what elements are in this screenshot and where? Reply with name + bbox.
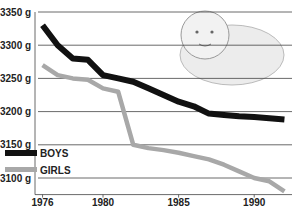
y-tick-label: 3200 g (0, 106, 31, 117)
chart: 3100 g 3150 g 3200 g 3250 g 3300 g 3350 g 1976… (0, 0, 300, 208)
legend-swatch (5, 167, 37, 172)
x-axis-line (35, 194, 292, 195)
baby-eye (210, 30, 213, 33)
legend-label: GIRLS (40, 165, 71, 176)
legend-swatch (5, 150, 37, 156)
baby-eye (195, 30, 198, 33)
grid-line (38, 111, 292, 112)
x-tick-label: 1976 (31, 197, 54, 208)
y-tick-label: 3250 g (0, 73, 31, 84)
x-tick-label: 1980 (92, 197, 115, 208)
plot-area (43, 25, 285, 191)
series-line (43, 25, 285, 119)
y-tick-label: 3300 g (0, 40, 31, 51)
grid-line (38, 45, 292, 46)
series-line (43, 65, 285, 191)
y-tick-label: 3100 g (0, 173, 31, 184)
legend-label: BOYS (40, 148, 69, 159)
baby-illustration (180, 11, 284, 85)
x-tick-label: 1985 (167, 197, 190, 208)
grid-line (38, 144, 292, 145)
grid-line (38, 12, 292, 13)
y-tick-label: 3150 g (0, 139, 31, 150)
y-tick-label: 3350 g (0, 7, 31, 18)
baby-head (181, 11, 229, 59)
x-tick-label: 1990 (243, 197, 266, 208)
